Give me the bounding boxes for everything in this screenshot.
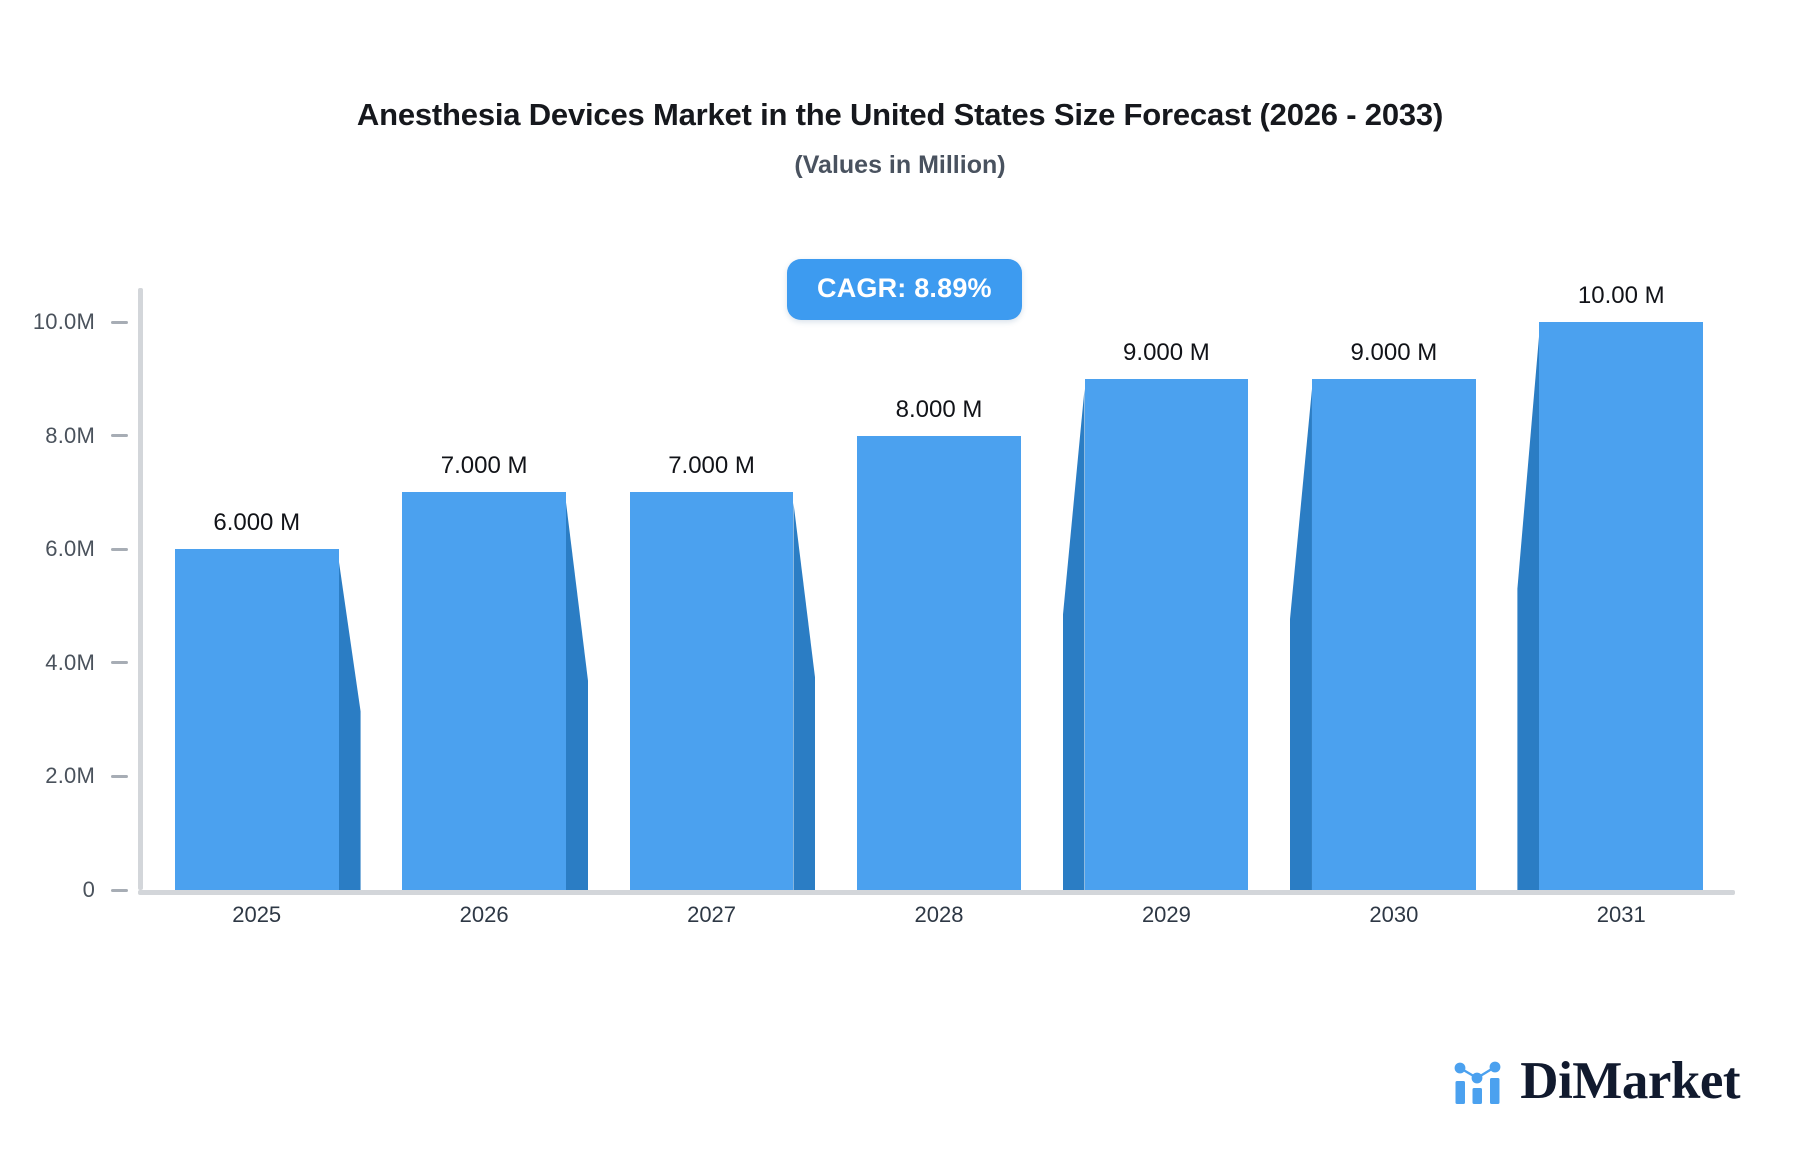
bar[interactable] bbox=[1084, 378, 1249, 890]
chart-subtitle: (Values in Million) bbox=[794, 150, 1006, 179]
bar-group[interactable]: 10.00 M bbox=[1508, 282, 1735, 890]
bar-group[interactable]: 8.000 M bbox=[825, 288, 1052, 890]
bar-series: 6.000 M 7.000 M 7.000 M 8.000 M 9.000 M 9.000… bbox=[143, 282, 1735, 890]
plot-area: 0 2.0M 4.0M 6.0M 8.0M 10.0M 6.000 M 7.000 M 7.0… bbox=[33, 282, 1735, 902]
y-tick-label: 10.0M bbox=[32, 309, 95, 335]
y-tick: 10.0M bbox=[33, 309, 138, 335]
bar-side-face bbox=[566, 502, 588, 890]
brand-name: DiMarket bbox=[1520, 1052, 1740, 1110]
y-tick-mark bbox=[111, 320, 128, 324]
x-tick-label: 2030 bbox=[1369, 902, 1419, 927]
bar[interactable] bbox=[857, 435, 1021, 890]
bar-side-face bbox=[338, 559, 361, 890]
bar-value-label: 8.000 M bbox=[895, 395, 983, 423]
bar[interactable] bbox=[174, 549, 339, 890]
y-tick: 6.0M bbox=[45, 536, 138, 562]
bar-side-face bbox=[1062, 388, 1085, 890]
bar-chart-icon bbox=[1454, 1061, 1501, 1104]
bar[interactable] bbox=[1539, 322, 1704, 890]
bar-value-label: 7.000 M bbox=[668, 452, 755, 480]
bar-group[interactable]: 6.000 M bbox=[143, 288, 370, 890]
y-tick-label: 2.0M bbox=[45, 763, 95, 789]
bar-group[interactable]: 7.000 M bbox=[370, 288, 597, 890]
x-tick-label: 2028 bbox=[914, 902, 964, 927]
y-tick-label: 8.0M bbox=[45, 422, 95, 448]
bar-side-face bbox=[1289, 388, 1312, 890]
bar-value-label: 6.000 M bbox=[213, 509, 301, 537]
x-tick-label: 2025 bbox=[232, 902, 282, 927]
x-tick-label: 2031 bbox=[1596, 902, 1646, 927]
x-axis-labels: 2025 2026 2027 2028 2029 2030 2031 bbox=[138, 902, 1735, 942]
bar-value-label: 7.000 M bbox=[440, 452, 528, 480]
y-tick: 0 bbox=[83, 877, 138, 903]
y-tick-label: 4.0M bbox=[45, 649, 95, 675]
y-tick-label: 0 bbox=[82, 877, 95, 902]
bar-value-label: 9.000 M bbox=[1350, 338, 1438, 366]
y-tick: 2.0M bbox=[45, 763, 138, 789]
chart-header: Anesthesia Devices Market in the United … bbox=[0, 96, 1800, 180]
bar-group[interactable]: 7.000 M bbox=[598, 288, 825, 890]
cagr-badge: CAGR: 8.89% bbox=[787, 259, 1022, 320]
y-axis-line bbox=[138, 288, 143, 890]
y-tick-label: 6.0M bbox=[45, 536, 95, 562]
y-tick-mark bbox=[111, 434, 128, 438]
y-tick: 8.0M bbox=[45, 423, 138, 449]
y-tick-mark bbox=[111, 661, 128, 665]
bar[interactable] bbox=[402, 492, 566, 890]
x-tick-label: 2026 bbox=[459, 902, 509, 927]
bar[interactable] bbox=[629, 492, 794, 890]
bar-group[interactable]: 9.000 M bbox=[1280, 288, 1507, 890]
y-tick-mark bbox=[111, 888, 128, 892]
x-tick-label: 2027 bbox=[687, 902, 737, 927]
x-tick-label: 2029 bbox=[1141, 902, 1191, 927]
chart-title: Anesthesia Devices Market in the United … bbox=[356, 97, 1444, 132]
bar-side-face bbox=[1517, 332, 1540, 890]
bar-side-face bbox=[793, 502, 816, 890]
brand-logo: DiMarket bbox=[1452, 1055, 1740, 1108]
bar[interactable] bbox=[1311, 378, 1476, 890]
x-axis-line bbox=[138, 890, 1735, 895]
y-tick-mark bbox=[111, 547, 128, 551]
bar-group[interactable]: 9.000 M bbox=[1053, 288, 1280, 890]
bar-value-label: 10.00 M bbox=[1577, 282, 1665, 310]
bar-value-label: 9.000 M bbox=[1123, 338, 1210, 366]
y-tick: 4.0M bbox=[45, 650, 138, 676]
y-tick-mark bbox=[111, 774, 128, 778]
